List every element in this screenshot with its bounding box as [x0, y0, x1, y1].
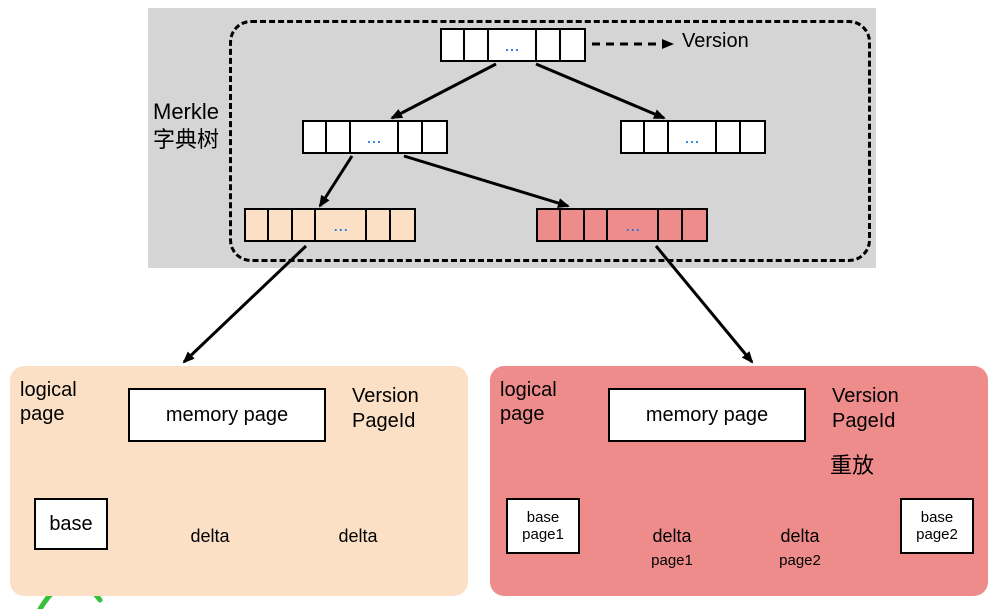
right-base-page1-l2: page1 [522, 526, 564, 543]
tree-node-mid_l-ellipsis: ... [351, 122, 400, 152]
right-logical-page-label: logicalpage [500, 378, 557, 426]
right-base-page1: basepage1 [506, 498, 580, 554]
tree-node-leaf_l: ... [244, 208, 416, 242]
left-delta2-label: delta [328, 526, 388, 547]
right-delta2-sublabel: page2 [764, 552, 836, 569]
right-version-line2: PageId [832, 409, 899, 434]
right-logical-page-l1: logical [500, 378, 557, 402]
tree-node-root-ellipsis: ... [489, 30, 538, 60]
tree-label-line2: 字典树 [153, 126, 219, 154]
version-label: Version [682, 30, 749, 53]
right-delta2-label: delta [770, 526, 830, 547]
tree-label: Merkle字典树 [153, 98, 219, 153]
left-version-line2: PageId [352, 409, 419, 434]
tree-node-mid_r-ellipsis: ... [669, 122, 718, 152]
left-logical-page-l1: logical [20, 378, 77, 402]
right-base-page2-l2: page2 [916, 526, 958, 543]
left-logical-page-label: logicalpage [20, 378, 77, 426]
right-logical-page-l2: page [500, 402, 557, 426]
right-delta1-sublabel: page1 [636, 552, 708, 569]
right-base-page2-l1: base [921, 509, 954, 526]
replay-label: 重放 [830, 448, 874, 480]
left-version-line1: Version [352, 384, 419, 409]
tree-node-leaf_r: ... [536, 208, 708, 242]
left-version-pageid: VersionPageId [352, 384, 419, 434]
left-base: base [34, 498, 108, 550]
right-base-page1-l1: base [527, 509, 560, 526]
tree-node-root: ... [440, 28, 586, 62]
tree-node-mid_r: ... [620, 120, 766, 154]
left-delta1-label: delta [180, 526, 240, 547]
tree-label-line1: Merkle [153, 98, 219, 126]
right-version-pageid: VersionPageId [832, 384, 899, 434]
tree-node-leaf_l-ellipsis: ... [316, 210, 367, 240]
right-memory-page: memory page [608, 388, 806, 442]
right-base-page2: basepage2 [900, 498, 974, 554]
right-version-line1: Version [832, 384, 899, 409]
right-delta1-label: delta [642, 526, 702, 547]
tree-node-mid_l: ... [302, 120, 448, 154]
left-logical-page-l2: page [20, 402, 77, 426]
left-memory-page: memory page [128, 388, 326, 442]
tree-node-leaf_r-ellipsis: ... [608, 210, 659, 240]
